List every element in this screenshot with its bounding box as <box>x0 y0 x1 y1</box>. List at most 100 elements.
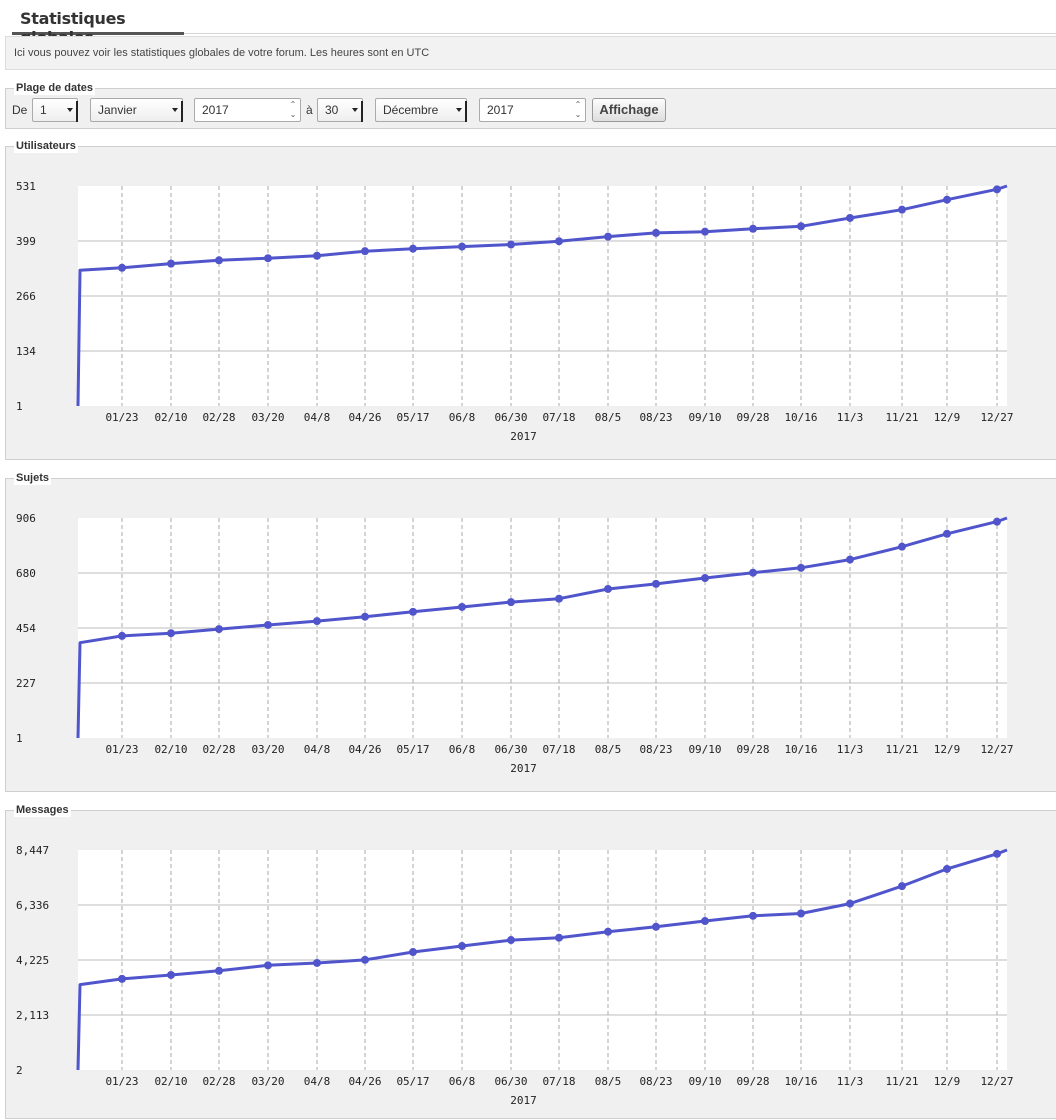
data-point[interactable] <box>701 227 709 236</box>
data-point[interactable] <box>118 263 126 272</box>
x-tick-label: 08/5 <box>595 411 622 424</box>
data-point[interactable] <box>507 936 515 945</box>
spinner-arrows-icon[interactable]: ⌃ ⌄ <box>574 100 582 119</box>
select-shadow <box>76 101 78 122</box>
data-point[interactable] <box>993 185 1001 194</box>
data-point[interactable] <box>264 620 272 629</box>
data-point[interactable] <box>555 594 563 603</box>
x-tick-label: 02/28 <box>202 411 235 424</box>
users-chart: 1 134 266 399 531 01/23 02/10 02/28 03/20 04/8 04/… <box>16 180 1014 443</box>
data-point[interactable] <box>797 222 805 231</box>
x-axis-label: 2017 <box>510 762 537 775</box>
users-chart-box: Utilisateurs 1 134 266 399 531 01/23 02/10 02/2… <box>5 139 1056 460</box>
data-point[interactable] <box>797 563 805 572</box>
data-point[interactable] <box>604 232 612 241</box>
data-point[interactable] <box>409 948 417 957</box>
x-tick-label: 01/23 <box>105 411 138 424</box>
x-tick-label: 02/10 <box>154 743 187 756</box>
x-tick-label: 12/27 <box>980 411 1013 424</box>
data-point[interactable] <box>604 584 612 593</box>
users-chart-legend: Utilisateurs <box>14 139 78 153</box>
to-year-input[interactable]: 2017 ⌃ ⌄ <box>479 98 586 122</box>
data-point[interactable] <box>652 579 660 588</box>
data-point[interactable] <box>215 256 223 265</box>
y-tick-label: 4,225 <box>16 954 49 967</box>
data-point[interactable] <box>943 529 951 538</box>
data-point[interactable] <box>215 625 223 634</box>
display-button[interactable]: Affichage <box>592 98 666 122</box>
data-point[interactable] <box>846 899 854 908</box>
to-day-select[interactable]: 30 <box>317 98 363 122</box>
data-point[interactable] <box>846 555 854 564</box>
to-label: à <box>306 103 313 117</box>
x-tick-label: 11/3 <box>837 411 864 424</box>
data-point[interactable] <box>361 612 369 621</box>
x-tick-label: 04/8 <box>304 743 331 756</box>
data-point[interactable] <box>749 568 757 577</box>
y-tick-label: 906 <box>16 512 36 525</box>
data-point[interactable] <box>313 251 321 260</box>
y-tick-label: 227 <box>16 677 36 690</box>
x-tick-label: 07/18 <box>542 1075 575 1088</box>
topics-chart-legend: Sujets <box>14 471 52 485</box>
data-point[interactable] <box>943 864 951 873</box>
data-point[interactable] <box>313 958 321 967</box>
x-tick-label: 09/28 <box>736 743 769 756</box>
x-tick-label: 11/3 <box>837 743 864 756</box>
data-point[interactable] <box>361 955 369 964</box>
data-point[interactable] <box>118 974 126 983</box>
data-point[interactable] <box>797 909 805 918</box>
data-point[interactable] <box>701 574 709 583</box>
data-point[interactable] <box>652 228 660 237</box>
data-point[interactable] <box>898 542 906 551</box>
data-point[interactable] <box>993 517 1001 526</box>
data-point[interactable] <box>167 259 175 268</box>
x-tick-label: 09/28 <box>736 1075 769 1088</box>
data-point[interactable] <box>749 224 757 233</box>
data-point[interactable] <box>167 970 175 979</box>
data-point[interactable] <box>943 195 951 204</box>
data-point[interactable] <box>993 849 1001 858</box>
x-tick-label: 04/26 <box>348 411 381 424</box>
data-point[interactable] <box>749 911 757 920</box>
data-point[interactable] <box>264 254 272 263</box>
x-tick-label: 06/30 <box>494 411 527 424</box>
data-point[interactable] <box>898 882 906 891</box>
data-point[interactable] <box>118 631 126 640</box>
x-tick-label: 12/27 <box>980 1075 1013 1088</box>
data-point[interactable] <box>458 242 466 251</box>
x-tick-label: 03/20 <box>251 1075 284 1088</box>
to-month-select[interactable]: Décembre <box>375 98 467 122</box>
data-point[interactable] <box>555 933 563 942</box>
data-point[interactable] <box>409 244 417 253</box>
select-shadow <box>361 101 363 122</box>
data-point[interactable] <box>458 602 466 611</box>
data-point[interactable] <box>898 205 906 214</box>
y-tick-label: 8,447 <box>16 844 49 857</box>
data-point[interactable] <box>409 607 417 616</box>
from-year-input[interactable]: 2017 ⌃ ⌄ <box>194 98 301 122</box>
x-tick-label: 02/10 <box>154 411 187 424</box>
data-point[interactable] <box>652 922 660 931</box>
data-point[interactable] <box>215 966 223 975</box>
data-point[interactable] <box>604 927 612 936</box>
title-divider <box>184 33 1056 34</box>
data-point[interactable] <box>458 942 466 951</box>
from-day-value: 1 <box>40 103 47 117</box>
data-point[interactable] <box>264 961 272 970</box>
x-tick-label: 09/28 <box>736 411 769 424</box>
from-day-select[interactable]: 1 <box>32 98 78 122</box>
data-point[interactable] <box>361 247 369 256</box>
data-point[interactable] <box>846 213 854 222</box>
series-line <box>76 848 1008 1071</box>
data-point[interactable] <box>507 598 515 607</box>
data-point[interactable] <box>555 237 563 246</box>
from-month-select[interactable]: Janvier <box>90 98 183 122</box>
topics-chart-box: Sujets 1 227 454 680 906 01/23 02/10 02/28 03/20… <box>5 471 1056 792</box>
spinner-arrows-icon[interactable]: ⌃ ⌄ <box>289 100 297 119</box>
data-point[interactable] <box>507 240 515 249</box>
data-point[interactable] <box>701 917 709 926</box>
data-point[interactable] <box>167 629 175 638</box>
data-point[interactable] <box>313 617 321 626</box>
x-tick-label: 04/8 <box>304 411 331 424</box>
